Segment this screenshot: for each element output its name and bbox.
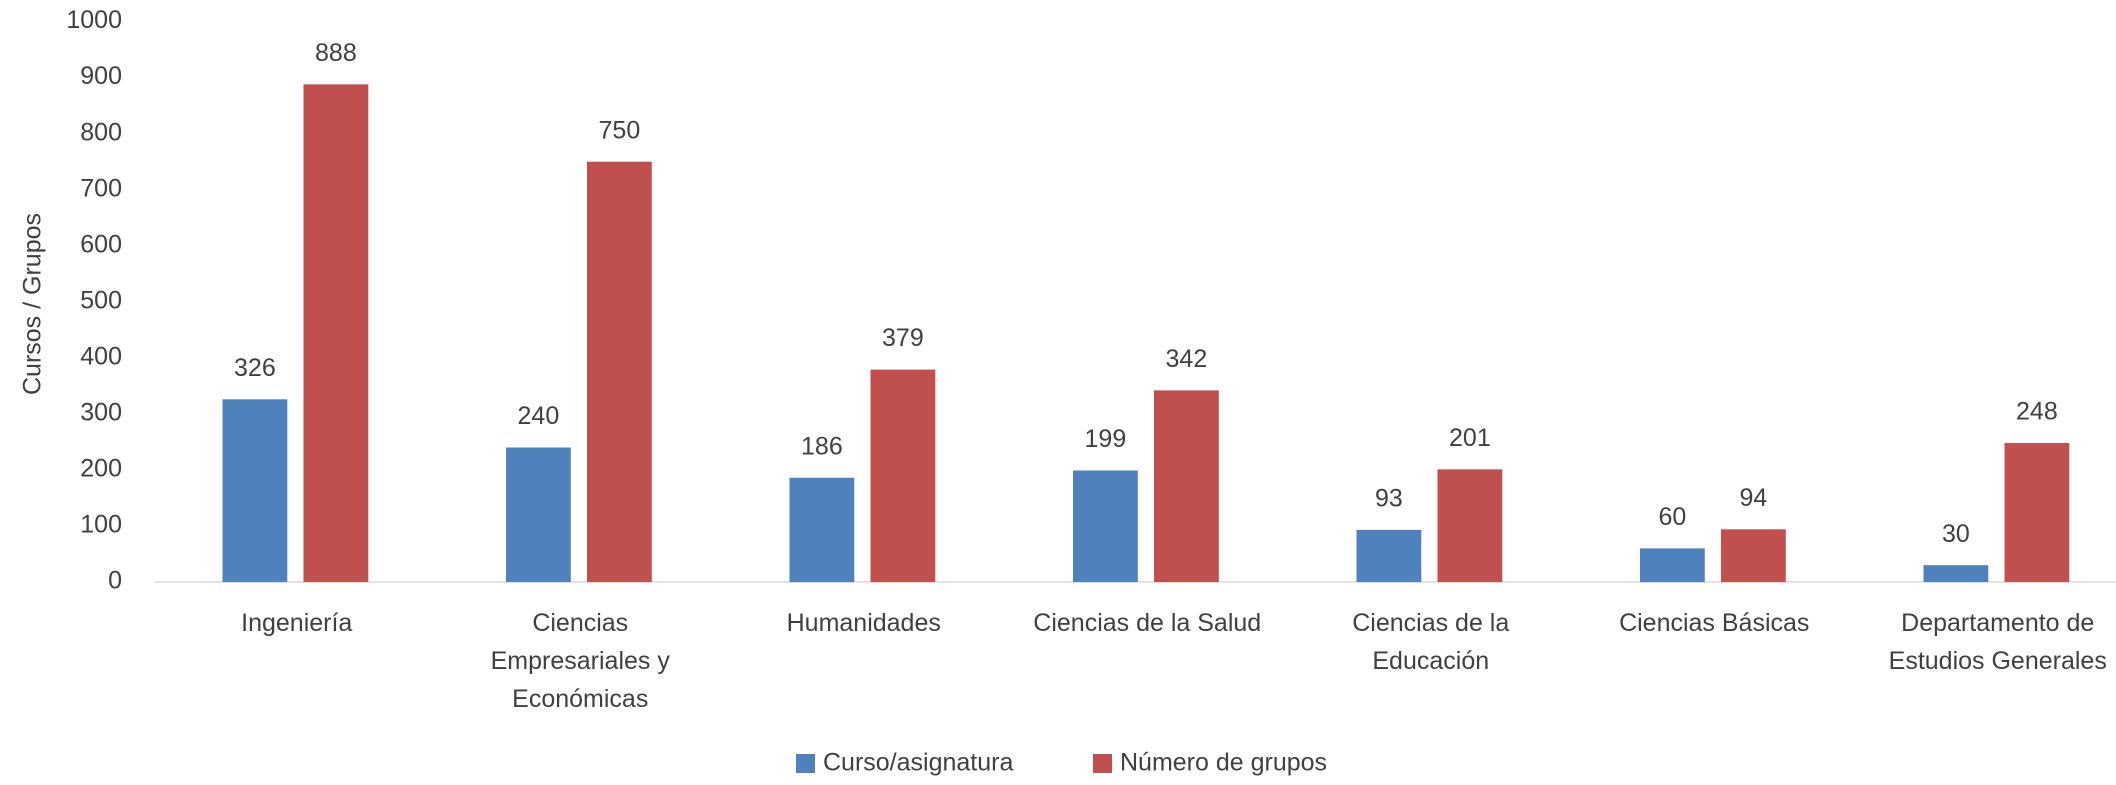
bar	[2004, 443, 2070, 582]
y-tick-label: 200	[80, 455, 122, 483]
x-tick-label: Ciencias de la Educación	[1352, 609, 1509, 675]
y-tick-label: 300	[80, 398, 122, 426]
bar	[1640, 548, 1705, 582]
legend-swatch	[1093, 754, 1112, 773]
y-tick-label: 900	[80, 62, 122, 90]
bar	[506, 447, 571, 582]
data-label: 750	[599, 116, 641, 144]
y-axis-title: Cursos / Grupos	[19, 213, 47, 395]
legend-swatch	[796, 754, 815, 773]
data-label: 93	[1375, 484, 1403, 512]
data-label: 199	[1085, 425, 1127, 453]
data-label: 30	[1942, 520, 1970, 548]
legend-label: Número de grupos	[1120, 749, 1327, 777]
y-tick-label: 400	[80, 342, 122, 370]
bar	[222, 399, 288, 582]
bar	[1721, 529, 1786, 582]
bar	[1073, 470, 1138, 582]
data-label: 379	[882, 324, 924, 352]
x-tick-label: Departamento de Estudios Generales	[1889, 609, 2107, 675]
y-tick-label: 100	[80, 511, 122, 539]
data-label: 342	[1166, 345, 1208, 373]
x-tick-label: Ciencias Empresariales y Económicas	[491, 609, 671, 713]
data-label: 201	[1449, 424, 1491, 452]
bar	[587, 161, 652, 582]
bar	[1356, 529, 1422, 582]
bar	[1923, 565, 1989, 582]
bar	[1154, 390, 1219, 582]
data-label: 888	[315, 39, 357, 67]
data-label: 240	[518, 402, 560, 430]
y-tick-label: 500	[80, 286, 122, 314]
y-tick-label: 1000	[66, 6, 122, 34]
data-label: 94	[1739, 484, 1767, 512]
bar	[303, 84, 369, 582]
bar	[789, 477, 855, 582]
data-label: 326	[234, 354, 276, 382]
data-label: 60	[1658, 503, 1686, 531]
x-tick-label: Humanidades	[787, 609, 941, 637]
x-tick-label: Ciencias de la Salud	[1033, 609, 1261, 637]
y-tick-label: 700	[80, 174, 122, 202]
x-tick-label: Ingeniería	[241, 609, 352, 637]
y-tick-label: 600	[80, 230, 122, 258]
y-tick-label: 0	[108, 567, 122, 595]
x-tick-label: Ciencias Básicas	[1619, 609, 1809, 637]
data-label: 248	[2016, 398, 2058, 426]
bar	[870, 369, 936, 582]
data-label: 186	[801, 432, 843, 460]
legend-label: Curso/asignatura	[823, 749, 1013, 777]
bar	[1437, 469, 1503, 582]
y-tick-label: 800	[80, 118, 122, 146]
